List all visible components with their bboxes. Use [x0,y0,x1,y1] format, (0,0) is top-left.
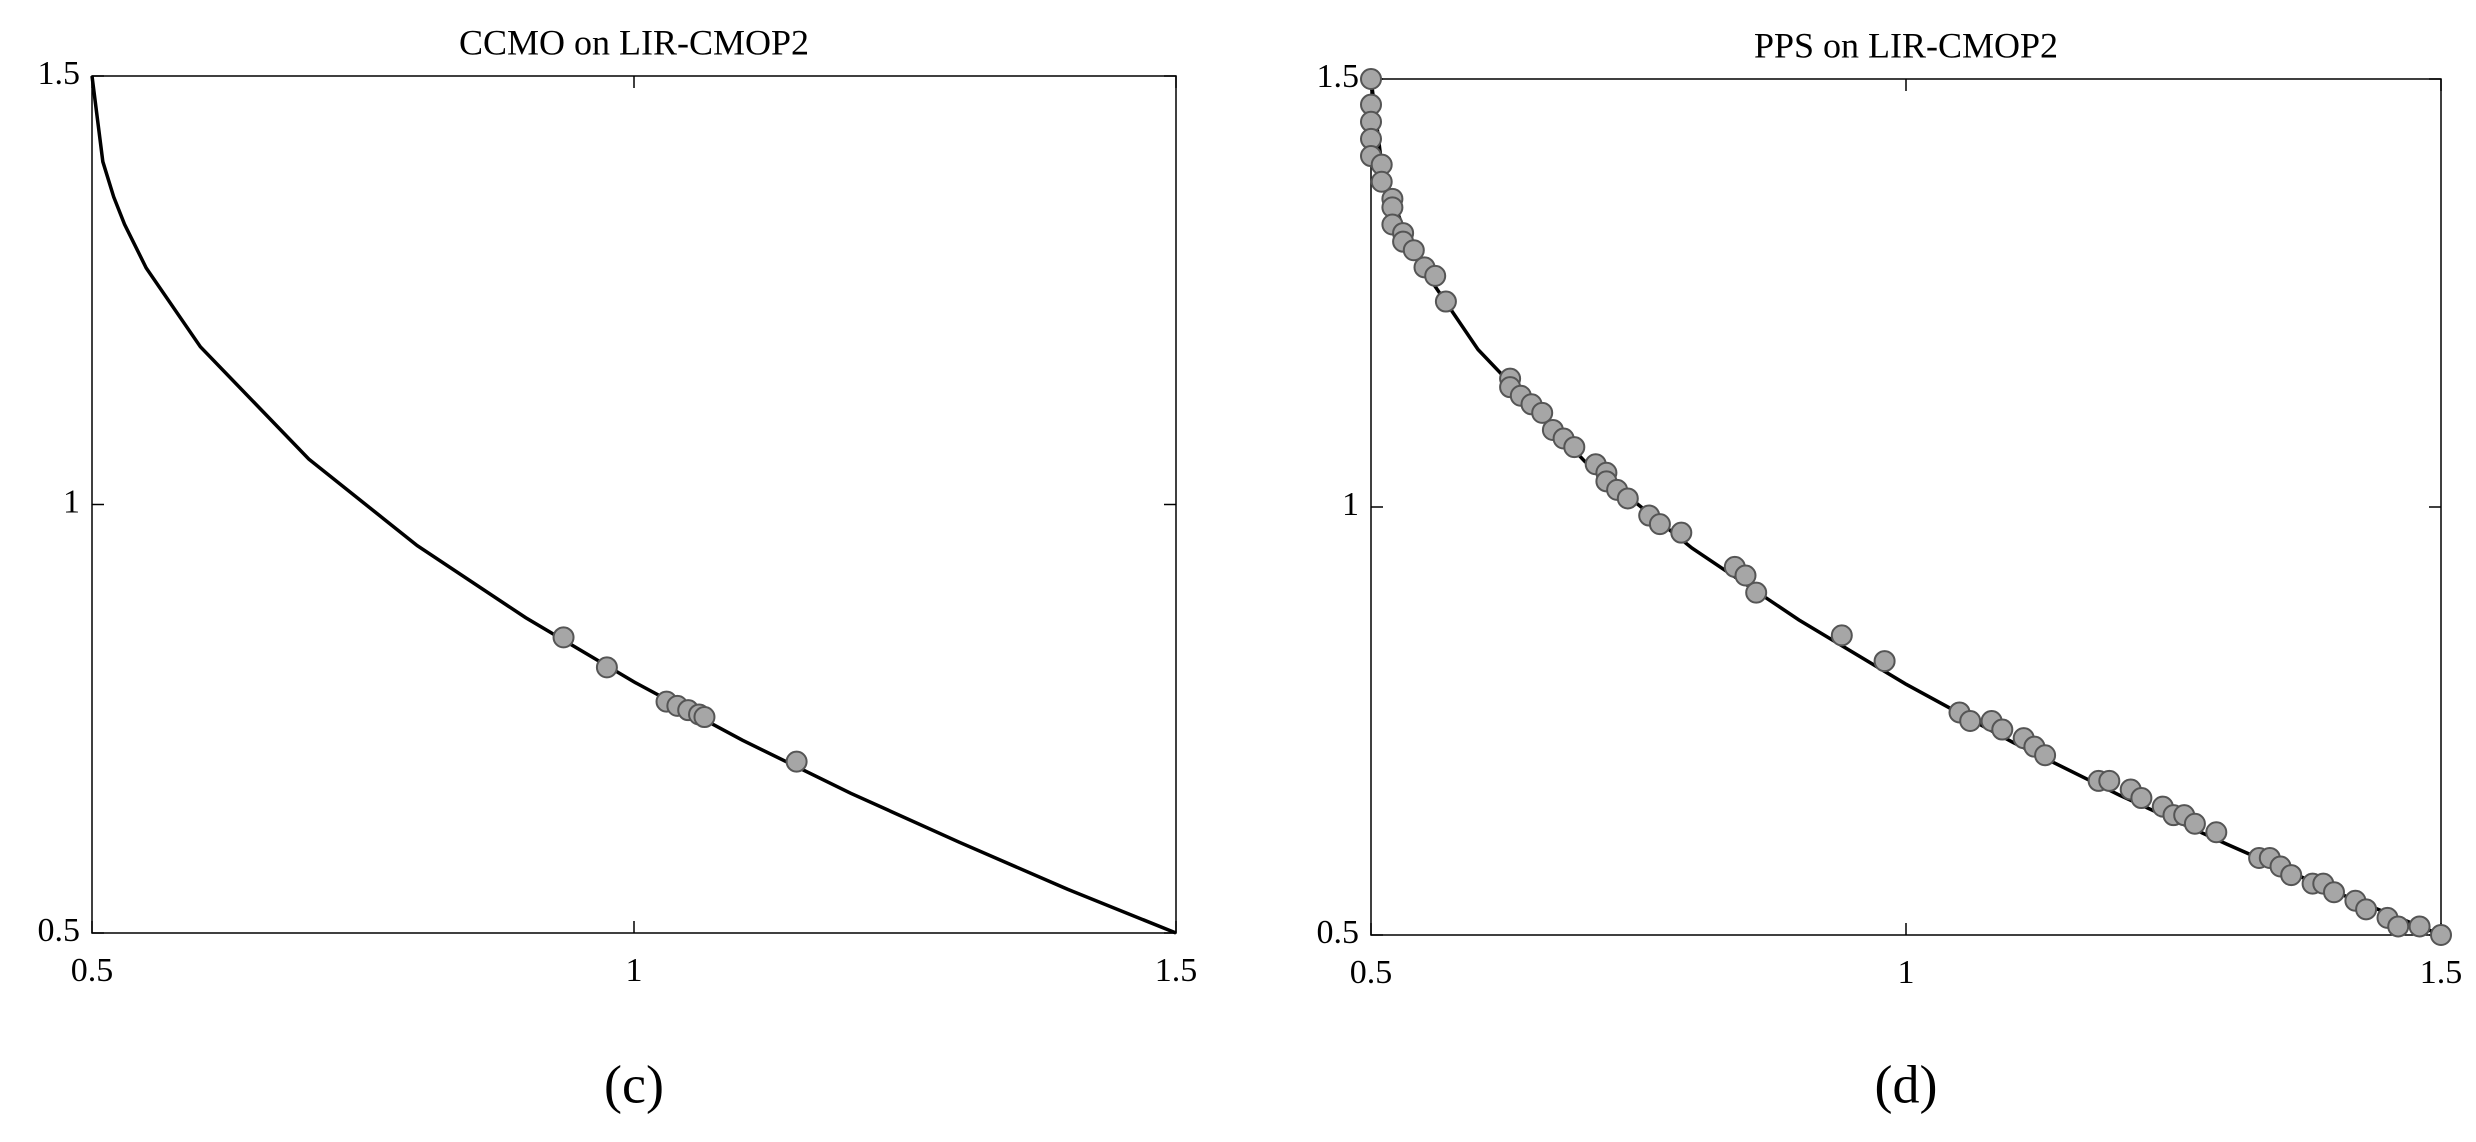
solution-point [2205,821,2228,844]
solution-point [1563,436,1586,459]
y-tick-label: 1 [1342,486,1359,523]
solution-point [2323,881,2345,904]
pareto-front [90,75,1177,935]
solution-point [2280,864,2303,887]
panel-label: (c) [604,1054,664,1114]
chart-title: CCMO on LIR-CMOP2 [459,22,809,62]
solution-point [1648,513,1671,536]
solution-point [1873,650,1896,673]
solution-point [1959,710,1982,732]
solution-point [1402,239,1425,262]
solution-point [2355,898,2378,921]
solution-point [2130,787,2153,810]
solution-point [1616,487,1639,510]
solution-point [1670,521,1693,544]
solution-point [2098,769,2121,792]
solution-point [2430,924,2452,946]
solution-point [693,706,716,729]
solution-point [1424,264,1447,287]
x-tick-label: 0.5 [1350,954,1393,991]
solution-point [1370,170,1393,193]
x-tick-label: 1 [626,952,643,989]
solution-point [1531,401,1554,424]
panel-label: (d) [1875,1054,1938,1114]
chart-title: PPS on LIR-CMOP2 [1754,25,2058,65]
solution-point [2387,915,2410,938]
y-tick-label: 1 [63,483,80,520]
x-tick-label: 1.5 [1155,952,1198,989]
y-tick-label: 0.5 [38,912,81,949]
y-tick-label: 1.5 [1317,58,1360,95]
solution-point [1360,68,1382,90]
plot-frame [91,75,1177,934]
x-tick-label: 1.5 [2420,954,2463,991]
x-tick-label: 0.5 [71,952,114,989]
solution-point [1734,564,1757,587]
solution-point [2183,812,2206,835]
solution-point [785,750,808,773]
y-tick-label: 0.5 [1317,914,1360,951]
x-tick-label: 1 [1898,954,1915,991]
solution-point [1830,624,1853,647]
solution-point [1434,290,1457,313]
solution-point [595,656,618,679]
pareto-front [1369,78,2442,937]
solution-point [2034,744,2057,767]
y-tick-label: 1.5 [38,55,81,92]
plot-frame [1370,78,2442,936]
solution-point [1745,581,1768,604]
solution-point [1991,718,2014,741]
solution-point [2408,915,2431,938]
solution-point [552,626,575,649]
